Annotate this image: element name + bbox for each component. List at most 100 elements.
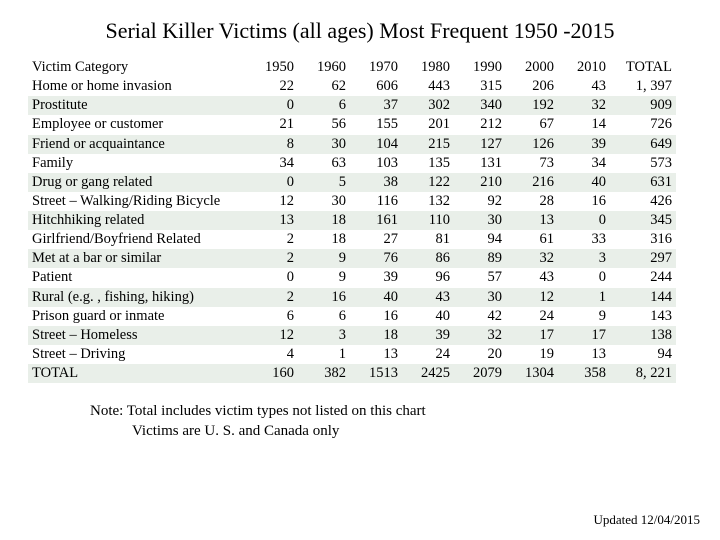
cell-value: 210 xyxy=(454,173,506,192)
cell-category: Met at a bar or similar xyxy=(28,249,246,268)
cell-value: 96 xyxy=(402,268,454,287)
cell-value: 6 xyxy=(246,307,298,326)
cell-value: 30 xyxy=(454,211,506,230)
table-row: Employee or customer21561552012126714726 xyxy=(28,115,676,134)
cell-value: 161 xyxy=(350,211,402,230)
cell-value: 110 xyxy=(402,211,454,230)
cell-value: 39 xyxy=(558,135,610,154)
cell-value: 24 xyxy=(506,307,558,326)
table-row: Home or home invasion2262606443315206431… xyxy=(28,77,676,96)
cell-value: 19 xyxy=(506,345,558,364)
cell-value: 21 xyxy=(246,115,298,134)
cell-value: 18 xyxy=(298,230,350,249)
cell-value: 32 xyxy=(454,326,506,345)
cell-value: 13 xyxy=(558,345,610,364)
table-row: Family34631031351317334573 xyxy=(28,154,676,173)
cell-value: 573 xyxy=(610,154,676,173)
cell-value: 16 xyxy=(558,192,610,211)
cell-value: 39 xyxy=(402,326,454,345)
cell-value: 606 xyxy=(350,77,402,96)
cell-value: 0 xyxy=(246,268,298,287)
cell-value: 43 xyxy=(402,288,454,307)
cell-value: 216 xyxy=(506,173,558,192)
cell-value: 144 xyxy=(610,288,676,307)
cell-value: 2 xyxy=(246,249,298,268)
table-row: Girlfriend/Boyfriend Related218278194613… xyxy=(28,230,676,249)
cell-value: 8, 221 xyxy=(610,364,676,383)
cell-value: 0 xyxy=(246,173,298,192)
cell-value: 426 xyxy=(610,192,676,211)
cell-category: Street – Driving xyxy=(28,345,246,364)
table-row: Met at a bar or similar29768689323297 xyxy=(28,249,676,268)
cell-category: Street – Walking/Riding Bicycle xyxy=(28,192,246,211)
cell-value: 201 xyxy=(402,115,454,134)
cell-value: 14 xyxy=(558,115,610,134)
cell-value: 215 xyxy=(402,135,454,154)
cell-value: 32 xyxy=(506,249,558,268)
cell-value: 12 xyxy=(246,192,298,211)
table-row: Street – Driving41132420191394 xyxy=(28,345,676,364)
cell-value: 18 xyxy=(350,326,402,345)
col-2010: 2010 xyxy=(558,58,610,77)
col-total: TOTAL xyxy=(610,58,676,77)
cell-category: Friend or acquaintance xyxy=(28,135,246,154)
cell-category: Girlfriend/Boyfriend Related xyxy=(28,230,246,249)
cell-value: 40 xyxy=(402,307,454,326)
cell-value: 40 xyxy=(558,173,610,192)
footnote: Note: Total includes victim types not li… xyxy=(90,401,720,442)
cell-value: 17 xyxy=(558,326,610,345)
cell-value: 37 xyxy=(350,96,402,115)
cell-value: 81 xyxy=(402,230,454,249)
cell-value: 33 xyxy=(558,230,610,249)
cell-category: Street – Homeless xyxy=(28,326,246,345)
cell-value: 22 xyxy=(246,77,298,96)
cell-category: Drug or gang related xyxy=(28,173,246,192)
col-1990: 1990 xyxy=(454,58,506,77)
cell-value: 8 xyxy=(246,135,298,154)
cell-value: 2425 xyxy=(402,364,454,383)
cell-value: 17 xyxy=(506,326,558,345)
cell-value: 18 xyxy=(298,211,350,230)
table-row: Friend or acquaintance830104215127126396… xyxy=(28,135,676,154)
cell-value: 104 xyxy=(350,135,402,154)
footnote-line2: Victims are U. S. and Canada only xyxy=(132,421,720,441)
cell-category: Hitchhiking related xyxy=(28,211,246,230)
cell-value: 345 xyxy=(610,211,676,230)
cell-value: 443 xyxy=(402,77,454,96)
table-row: Prison guard or inmate66164042249143 xyxy=(28,307,676,326)
cell-value: 192 xyxy=(506,96,558,115)
cell-value: 2 xyxy=(246,230,298,249)
cell-value: 56 xyxy=(298,115,350,134)
cell-value: 135 xyxy=(402,154,454,173)
cell-value: 127 xyxy=(454,135,506,154)
table-row: TOTAL16038215132425207913043588, 221 xyxy=(28,364,676,383)
cell-value: 92 xyxy=(454,192,506,211)
cell-value: 39 xyxy=(350,268,402,287)
table-row: Prostitute063730234019232909 xyxy=(28,96,676,115)
cell-value: 57 xyxy=(454,268,506,287)
cell-value: 94 xyxy=(454,230,506,249)
cell-value: 34 xyxy=(558,154,610,173)
table-row: Street – Walking/Riding Bicycle123011613… xyxy=(28,192,676,211)
col-2000: 2000 xyxy=(506,58,558,77)
cell-value: 38 xyxy=(350,173,402,192)
cell-value: 76 xyxy=(350,249,402,268)
cell-value: 155 xyxy=(350,115,402,134)
page-title: Serial Killer Victims (all ages) Most Fr… xyxy=(0,0,720,58)
cell-category: Family xyxy=(28,154,246,173)
cell-category: Prison guard or inmate xyxy=(28,307,246,326)
footnote-line1: Note: Total includes victim types not li… xyxy=(90,401,720,421)
cell-value: 212 xyxy=(454,115,506,134)
table-row: Rural (e.g. , fishing, hiking)2164043301… xyxy=(28,288,676,307)
cell-value: 6 xyxy=(298,96,350,115)
table-body: Home or home invasion2262606443315206431… xyxy=(28,77,676,383)
table-row: Patient09399657430244 xyxy=(28,268,676,287)
cell-value: 6 xyxy=(298,307,350,326)
cell-value: 13 xyxy=(506,211,558,230)
cell-category: Home or home invasion xyxy=(28,77,246,96)
col-1960: 1960 xyxy=(298,58,350,77)
cell-value: 726 xyxy=(610,115,676,134)
cell-value: 122 xyxy=(402,173,454,192)
cell-value: 2 xyxy=(246,288,298,307)
cell-value: 67 xyxy=(506,115,558,134)
